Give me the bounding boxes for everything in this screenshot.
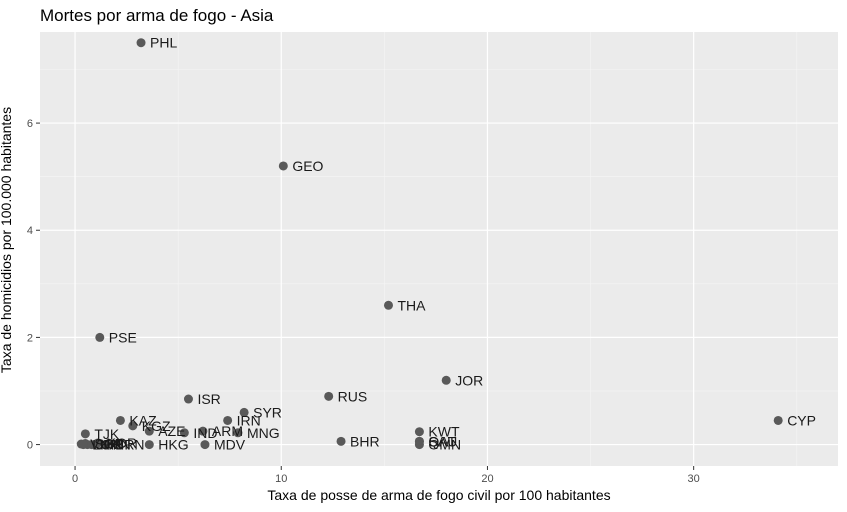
x-axis-label: Taxa de posse de arma de fogo civil por … (267, 487, 611, 503)
point-label-lka: LKA (92, 437, 119, 453)
point-label-tjk: TJK (94, 426, 120, 442)
data-point-mng (233, 428, 243, 438)
y-tick-label: 2 (27, 332, 33, 344)
data-point-phl (136, 38, 146, 48)
data-point-pse (95, 332, 105, 342)
point-label-hkg: HKG (158, 437, 188, 453)
x-tick-label: 20 (481, 473, 493, 485)
data-point-jor (441, 375, 451, 385)
y-tick-label: 6 (27, 118, 33, 130)
point-label-jor: JOR (455, 372, 483, 388)
data-point-mdv (200, 440, 210, 450)
point-label-vnm: VNM (90, 436, 121, 452)
point-label-kor: KOR (107, 435, 137, 451)
data-point-ind (179, 428, 189, 438)
point-label-rus: RUS (338, 388, 368, 404)
data-point-aze (144, 426, 154, 436)
data-point-cyp (773, 415, 783, 425)
point-label-phl: PHL (150, 35, 177, 51)
data-point-irn (223, 415, 233, 425)
y-axis-label: Taxa de homicidios por 100.000 habitante… (0, 106, 14, 374)
data-point-tjk (80, 429, 90, 439)
point-label-omn: OMN (428, 437, 461, 453)
data-point-omn (414, 440, 424, 450)
data-point-hkg (144, 440, 154, 450)
point-label-geo: GEO (292, 158, 323, 174)
x-tick-label: 0 (72, 473, 78, 485)
data-point-rus (324, 391, 334, 401)
point-label-bhr: BHR (350, 433, 380, 449)
chart-title: Mortes por arma de fogo - Asia (40, 6, 274, 25)
point-label-tha: THA (397, 297, 426, 313)
point-label-mdv: MDV (214, 437, 246, 453)
data-point-lka (78, 440, 88, 450)
x-tick-label: 10 (275, 473, 287, 485)
point-label-kwt: KWT (428, 424, 460, 440)
point-label-cyp: CYP (787, 412, 816, 428)
data-points (76, 38, 783, 450)
point-label-brn: BRN (115, 437, 145, 453)
point-label-sgp: SGP (94, 435, 124, 451)
plot-panel (40, 32, 838, 466)
point-label-sau: SAU (428, 433, 457, 449)
point-label-syr: SYR (253, 404, 282, 420)
point-label-mng: MNG (247, 425, 280, 441)
grid-lines (40, 32, 838, 466)
data-point-syr (239, 407, 249, 417)
y-tick-label: 4 (27, 225, 33, 237)
data-point-isr (183, 394, 193, 404)
point-label-irn: IRN (237, 412, 261, 428)
data-point-bhr (336, 436, 346, 446)
data-point-kwt (414, 427, 424, 437)
x-tick-label: 30 (688, 473, 700, 485)
data-point-geo (278, 161, 288, 171)
data-point-kgz (128, 421, 138, 431)
data-point-kaz (115, 415, 125, 425)
panel-background (40, 32, 838, 466)
point-label-arm: ARM (212, 423, 243, 439)
y-tick-label: 0 (27, 440, 33, 452)
point-label-jpn: JPN (96, 437, 122, 453)
point-label-kgz: KGZ (142, 418, 171, 434)
data-point-tha (383, 300, 393, 310)
point-label-aze: AZE (158, 423, 185, 439)
data-point-arm (198, 426, 208, 436)
data-point-chn (87, 440, 97, 450)
point-label-pse: PSE (109, 329, 137, 345)
data-point-brn (101, 440, 111, 450)
point-label-qat: QAT (428, 433, 456, 449)
point-label-kaz: KAZ (129, 412, 157, 428)
point-label-ind: IND (193, 425, 217, 441)
point-label-isr: ISR (197, 391, 220, 407)
point-label-chn: CHN (101, 437, 131, 453)
axis-ticks: 0 10 20 30 0 2 4 6 (27, 118, 700, 485)
